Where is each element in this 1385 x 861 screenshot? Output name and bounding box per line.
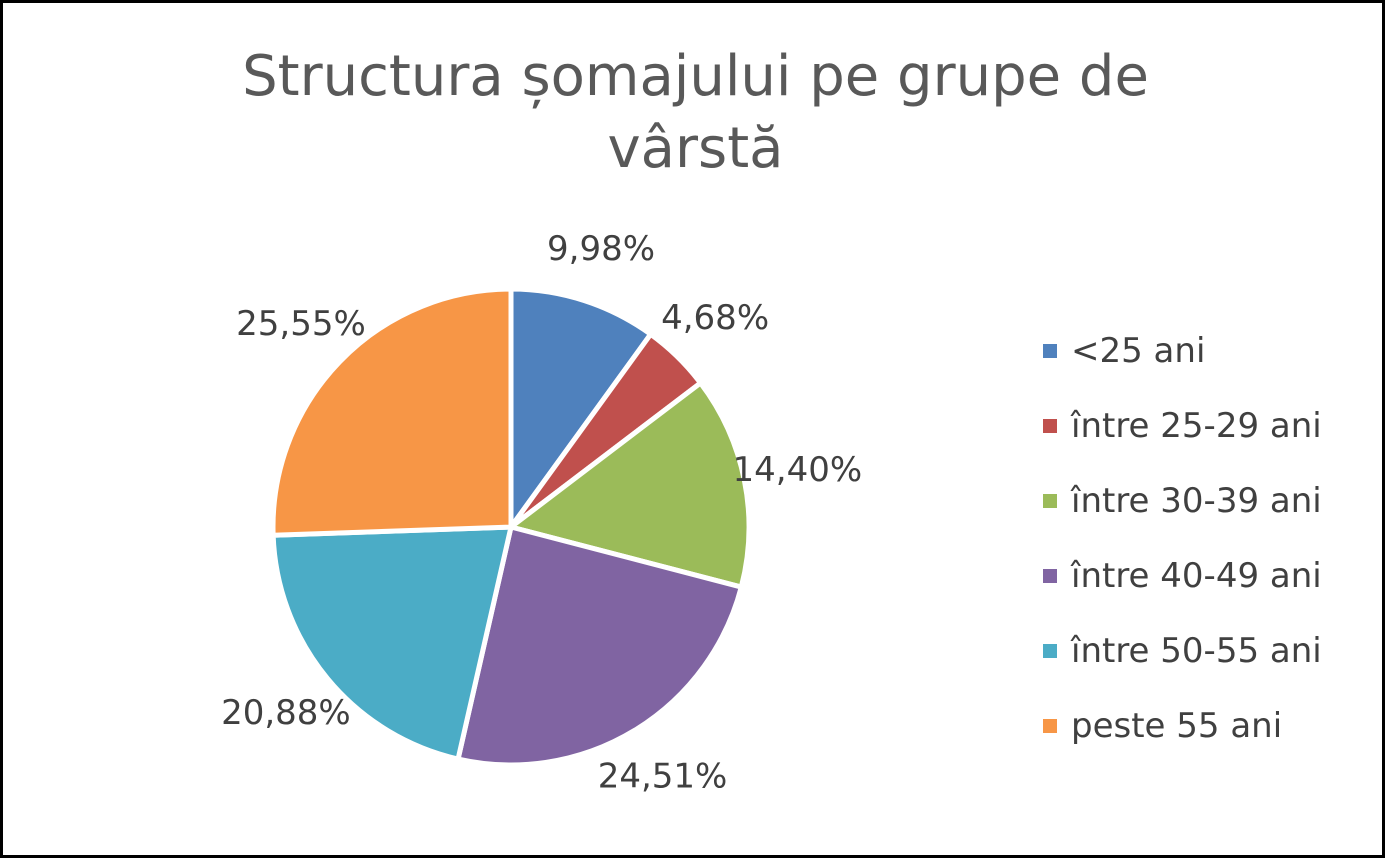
legend-swatch [1043,643,1057,658]
legend-item: între 25-29 ani [1043,388,1383,463]
data-label-between-50-55: 20,88% [221,693,351,733]
legend-label: între 25-29 ani [1071,405,1322,446]
legend-label: între 40-49 ani [1071,555,1322,596]
legend-swatch [1043,568,1057,583]
legend-item: între 50-55 ani [1043,613,1383,688]
data-label-under-25: 9,98% [547,229,655,269]
legend-label: <25 ani [1071,330,1206,371]
legend: <25 ani între 25-29 ani între 30-39 ani … [1043,313,1383,763]
legend-item: peste 55 ani [1043,688,1383,763]
pie-slice-over-55 [270,286,514,538]
pie-chart: 9,98%4,68% 14,40% 24,51% 20,88% 25,55% [221,229,863,797]
legend-swatch [1043,493,1057,508]
data-label-between-25-29: 4,68% [661,298,769,338]
legend-swatch [1043,718,1057,733]
legend-item: <25 ani [1043,313,1383,388]
legend-swatch [1043,418,1057,433]
data-label-over-55: 25,55% [236,304,366,344]
legend-item: între 40-49 ani [1043,538,1383,613]
data-label-between-30-39: 14,40% [733,450,863,490]
legend-label: între 50-55 ani [1071,630,1322,671]
pie-slice-between-50-55 [270,524,514,762]
legend-item: între 30-39 ani [1043,463,1383,538]
chart-title: Structura șomajului pe grupe de vârstă [242,44,1149,181]
pie-slice-between-30-39 [508,380,752,590]
legend-label: peste 55 ani [1071,705,1283,746]
pie-slice-between-40-49 [455,524,744,768]
pie-slice-under-25 [508,286,654,530]
data-label-between-40-49: 24,51% [598,757,728,797]
legend-swatch [1043,343,1057,358]
legend-label: între 30-39 ani [1071,480,1322,521]
